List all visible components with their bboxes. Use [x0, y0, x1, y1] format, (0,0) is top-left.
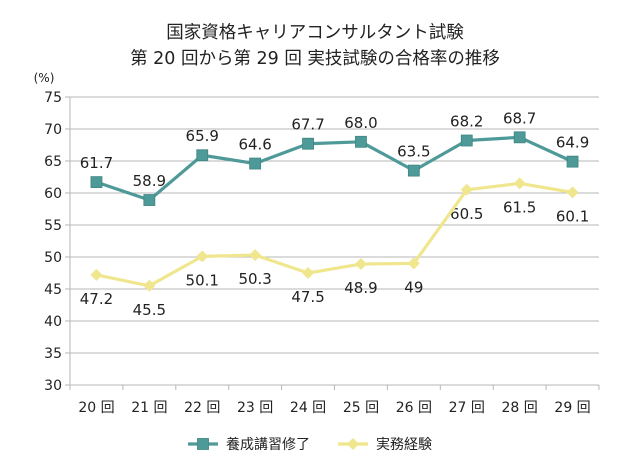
- data-point: [196, 250, 209, 263]
- x-tick-label: 27 回: [449, 400, 485, 416]
- data-label: 68.0: [344, 114, 377, 132]
- data-labels: 61.7 58.9 65.9 64.6 67.7 68.0 63.5 68.2 68.7 64.9…: [80, 109, 590, 318]
- data-label: 64.6: [238, 136, 271, 154]
- x-tick-label: 20 回: [78, 400, 114, 416]
- data-point: [143, 279, 156, 292]
- series-2: [90, 177, 579, 292]
- legend-marker-1: [197, 438, 209, 450]
- series-1: [90, 131, 579, 206]
- legend-marker-2: [347, 438, 359, 450]
- data-label: 65.9: [186, 127, 219, 145]
- data-point: [460, 183, 473, 196]
- y-axis-ticks: 30 35 40 45 50 55 60 65 70 75: [44, 90, 70, 394]
- y-tick-label: 55: [44, 218, 62, 234]
- y-tick-label: 30: [44, 378, 62, 394]
- x-tick-label: 22 回: [184, 400, 220, 416]
- legend: 養成講習修了 実務経験: [188, 436, 432, 453]
- x-tick-label: 25 回: [343, 400, 379, 416]
- data-label: 47.5: [291, 288, 324, 306]
- data-label: 67.7: [291, 116, 324, 134]
- data-point: [566, 155, 579, 168]
- x-tick-label: 23 回: [237, 400, 273, 416]
- data-point: [566, 186, 579, 199]
- data-label: 58.9: [133, 172, 166, 190]
- legend-label-2: 実務経験: [376, 437, 432, 453]
- data-label: 45.5: [133, 301, 166, 319]
- data-label: 47.2: [80, 290, 113, 308]
- data-point: [302, 267, 315, 279]
- data-label: 61.5: [503, 198, 536, 216]
- data-label: 60.5: [450, 205, 483, 223]
- y-tick-label: 45: [44, 282, 62, 298]
- data-label: 60.1: [556, 207, 589, 225]
- series-line: [95, 135, 574, 202]
- y-tick-label: 35: [44, 346, 62, 362]
- series-layer: 61.7 58.9 65.9 64.6 67.7 68.0 63.5 68.2 68.7 64.9…: [80, 109, 590, 318]
- y-tick-label: 50: [44, 250, 62, 266]
- data-point: [513, 177, 526, 190]
- x-tick-label: 21 回: [131, 400, 167, 416]
- data-label: 50.3: [238, 270, 271, 288]
- data-point: [90, 176, 103, 189]
- data-point: [249, 157, 262, 170]
- y-tick-label: 75: [44, 90, 62, 106]
- legend-label-1: 養成講習修了: [226, 436, 310, 453]
- chart-title-line-1: 国家資格キャリアコンサルタント試験: [166, 23, 464, 43]
- y-axis-unit-label: (%): [34, 71, 55, 85]
- data-label: 61.7: [80, 154, 113, 172]
- x-tick-label: 28 回: [502, 400, 538, 416]
- data-label: 48.9: [344, 279, 377, 297]
- data-point: [143, 194, 156, 206]
- data-label: 49: [404, 278, 423, 296]
- data-label: 64.9: [556, 134, 589, 152]
- x-tick-label: 29 回: [554, 400, 590, 416]
- x-axis-ticks: 20 回 21 回 22 回 23 回 24 回 25 回 26 回 27 回 28 回 29 回: [69, 385, 600, 416]
- data-label: 50.1: [186, 271, 219, 289]
- data-point: [460, 134, 473, 147]
- data-label: 68.2: [450, 113, 483, 131]
- data-label: 63.5: [397, 143, 430, 161]
- y-tick-label: 60: [44, 186, 62, 202]
- data-point: [90, 268, 103, 281]
- series-line: [96, 181, 573, 288]
- data-label: 68.7: [503, 109, 536, 127]
- data-point: [513, 131, 526, 144]
- chart-title-line-2: 第 20 回から第 29 回 実技試験の合格率の推移: [130, 49, 500, 69]
- data-point: [354, 258, 367, 271]
- data-point: [249, 249, 262, 262]
- y-tick-label: 65: [44, 154, 62, 170]
- data-point: [355, 135, 367, 148]
- y-tick-label: 40: [44, 314, 62, 330]
- data-point: [302, 137, 314, 150]
- y-tick-label: 70: [44, 122, 62, 138]
- data-point: [196, 149, 209, 162]
- x-tick-label: 24 回: [290, 400, 326, 416]
- data-point: [407, 164, 420, 177]
- x-tick-label: 26 回: [396, 400, 432, 416]
- data-point: [407, 257, 420, 270]
